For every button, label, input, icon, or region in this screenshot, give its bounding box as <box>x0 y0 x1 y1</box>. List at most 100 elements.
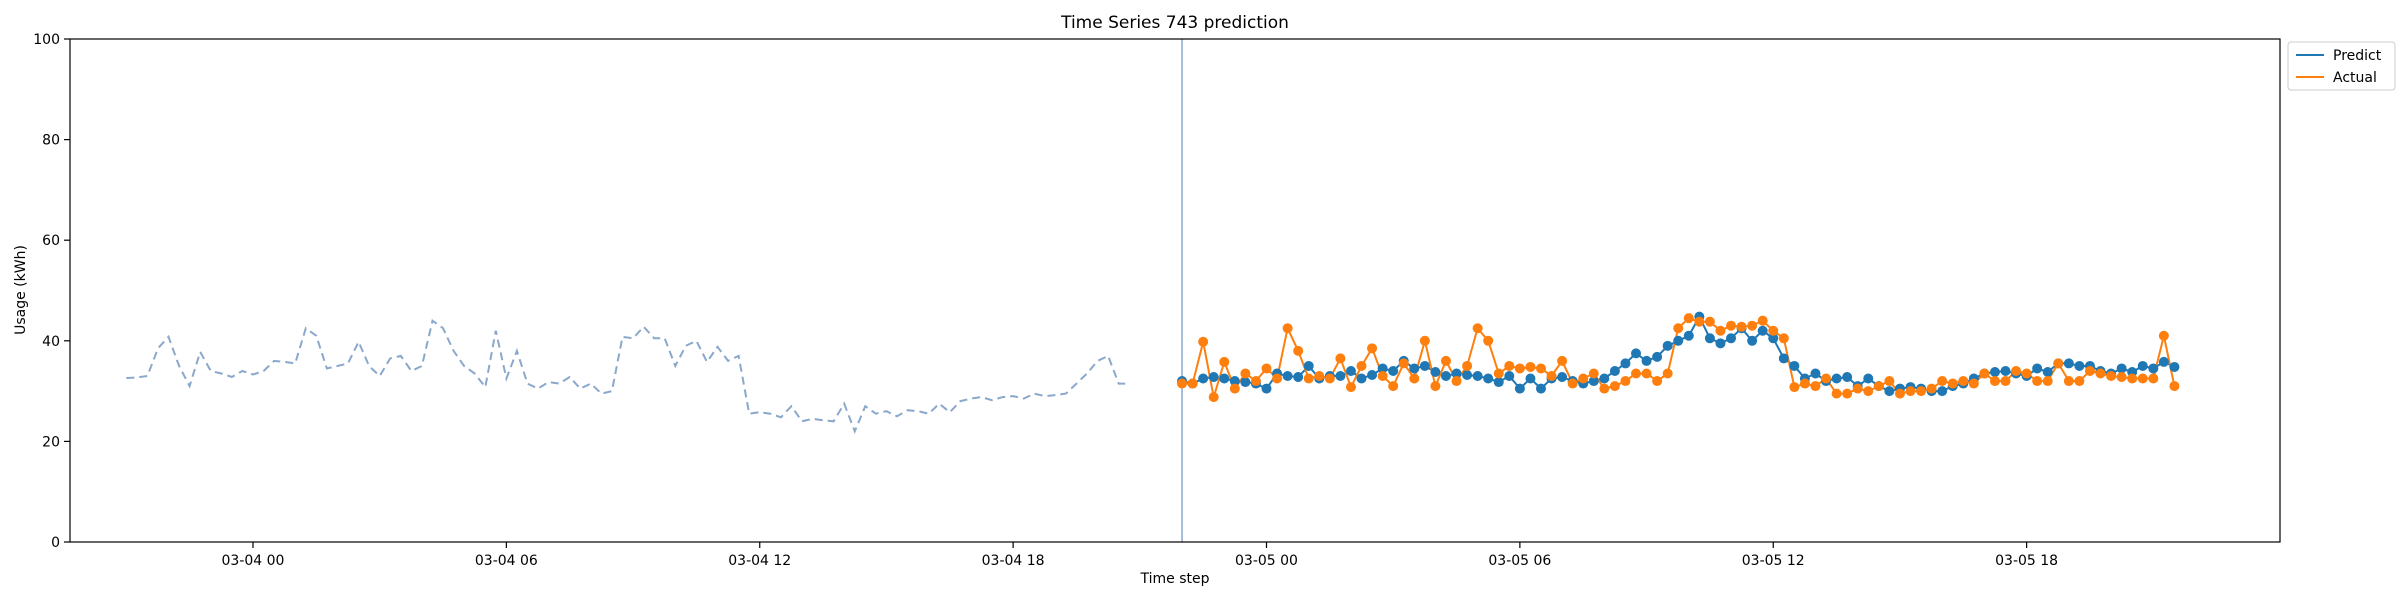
predict-point <box>1599 373 1610 384</box>
actual-point <box>2127 373 2138 384</box>
actual-point <box>1641 368 1652 379</box>
predict-point <box>1219 373 1230 384</box>
predict-point <box>1293 372 1304 383</box>
predict-point <box>1557 372 1568 383</box>
actual-point <box>1367 343 1378 354</box>
predict-point <box>1356 373 1367 384</box>
actual-point <box>1472 323 1483 334</box>
predict-point <box>1451 368 1462 379</box>
actual-point <box>1261 363 1272 374</box>
actual-point <box>1704 316 1715 327</box>
actual-point <box>1736 321 1747 332</box>
predict-point <box>1842 372 1853 383</box>
actual-point <box>2116 372 2127 383</box>
actual-point <box>2032 376 2043 387</box>
predict-point <box>1282 371 1293 382</box>
actual-point <box>1229 383 1240 394</box>
plot-frame <box>69 38 2281 543</box>
actual-point <box>1726 320 1737 331</box>
actual-point <box>1588 368 1599 379</box>
predict-point <box>1335 371 1346 382</box>
actual-point <box>1884 376 1895 387</box>
actual-point <box>1789 382 1800 393</box>
actual-point <box>1187 378 1198 389</box>
legend: Predict Actual <box>2287 41 2396 91</box>
predict-point <box>1768 333 1779 344</box>
actual-point <box>2106 371 2117 382</box>
actual-point <box>1451 376 1462 387</box>
actual-point <box>2042 376 2053 387</box>
predict-point <box>1662 340 1673 351</box>
predict-point <box>1377 363 1388 374</box>
actual-point <box>1335 353 1346 364</box>
predict-point <box>1937 386 1948 397</box>
actual-point <box>1989 376 2000 387</box>
predict-point <box>1726 333 1737 344</box>
predict-point <box>1704 333 1715 344</box>
predict-point <box>1504 371 1515 382</box>
actual-point <box>1842 388 1853 399</box>
actual-point <box>2053 358 2064 369</box>
legend-label-predict: Predict <box>2333 48 2382 64</box>
x-tick-label: 03-04 00 <box>222 553 285 569</box>
actual-point <box>1926 383 1937 394</box>
actual-point <box>2095 368 2106 379</box>
actual-point <box>1652 376 1663 387</box>
actual-point <box>1810 381 1821 392</box>
actual-point <box>1462 360 1473 371</box>
predict-point <box>2137 360 2148 371</box>
predict-point <box>2148 363 2159 374</box>
actual-point <box>1293 345 1304 356</box>
y-tick-label: 80 <box>42 133 60 149</box>
actual-point <box>1852 383 1863 394</box>
actual-point <box>1546 371 1557 382</box>
predict-point <box>1631 348 1642 359</box>
actual-point <box>1578 373 1589 384</box>
x-tick-label: 03-05 18 <box>1995 553 2058 569</box>
x-tick-label: 03-05 12 <box>1742 553 1805 569</box>
predict-point <box>2032 363 2043 374</box>
x-axis: 03-04 00 03-04 06 03-04 12 03-04 18 03-05 00… <box>222 542 2058 569</box>
predict-point <box>1462 370 1473 381</box>
actual-point <box>1493 368 1504 379</box>
predict-point <box>1715 338 1726 349</box>
predict-point <box>2074 360 2085 371</box>
actual-point <box>1757 315 1768 326</box>
actual-point <box>1250 376 1261 387</box>
x-tick-label: 03-04 12 <box>728 553 791 569</box>
actual-point <box>2000 376 2011 387</box>
predict-point <box>2042 366 2053 377</box>
predict-point <box>1229 376 1240 387</box>
y-axis: 0 20 40 60 80 100 <box>33 32 70 551</box>
actual-point <box>1398 358 1409 369</box>
predict-point <box>2158 356 2169 367</box>
x-tick-label: 03-05 06 <box>1488 553 1551 569</box>
actual-point <box>1272 373 1283 384</box>
predict-point <box>1863 373 1874 384</box>
predict-point <box>1683 330 1694 341</box>
actual-point <box>1609 381 1620 392</box>
actual-point <box>1937 376 1948 387</box>
predict-point <box>1493 377 1504 388</box>
predict-point <box>1673 335 1684 346</box>
actual-point <box>1768 325 1779 336</box>
actual-point <box>1208 392 1219 403</box>
y-axis-label: Usage (kWh) <box>13 245 29 335</box>
actual-point <box>1778 333 1789 344</box>
actual-point <box>1905 386 1916 397</box>
actual-point <box>1409 373 1420 384</box>
actual-point <box>1683 313 1694 324</box>
predict-point <box>1535 383 1546 394</box>
actual-point <box>1557 355 1568 366</box>
predict-point <box>1514 383 1525 394</box>
actual-point <box>1631 368 1642 379</box>
actual-point <box>1958 376 1969 387</box>
actual-point <box>1240 368 1251 379</box>
predict-point <box>1989 366 2000 377</box>
predict-point <box>1747 335 1758 346</box>
predict-point <box>1388 365 1399 376</box>
actual-point <box>2169 381 2180 392</box>
x-axis-label: Time step <box>1140 571 1210 587</box>
predict-point <box>2000 365 2011 376</box>
predict-point <box>1198 373 1209 384</box>
